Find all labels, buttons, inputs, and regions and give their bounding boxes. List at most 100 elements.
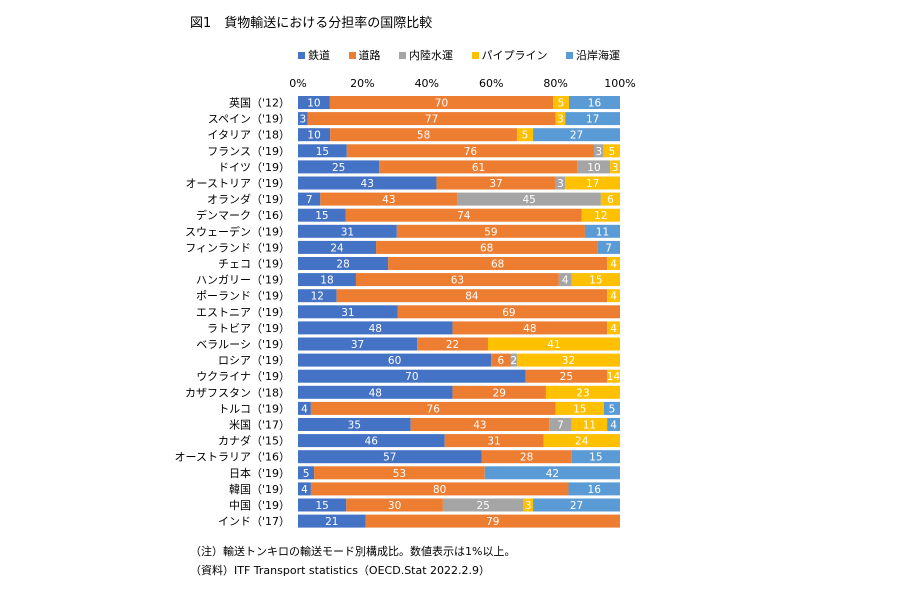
bar-segment: [298, 96, 330, 109]
data-label: 61: [472, 162, 485, 174]
x-tick-label: 80%: [543, 77, 567, 90]
data-label: 10: [307, 98, 320, 110]
legend: 鉄道 道路 内陸水運 パイプライン 沿岸海運: [298, 47, 620, 63]
bar-segment: [516, 353, 620, 367]
bar-segment: [568, 96, 620, 109]
bar-segment: [298, 385, 453, 399]
category-label: デンマーク（'16）: [196, 208, 290, 222]
data-label: 12: [311, 291, 324, 303]
bar-segment: [417, 337, 488, 351]
bar-segment: [523, 498, 534, 512]
data-label: 21: [325, 516, 338, 528]
bar-segment: [336, 289, 608, 303]
bar-segment: [452, 385, 546, 399]
data-label: 7: [306, 194, 313, 206]
bar-segment: [298, 112, 308, 126]
legend-label: 沿岸海運: [576, 49, 620, 62]
bar-segment: [310, 482, 569, 496]
data-label: 3: [557, 114, 564, 126]
data-label: 15: [315, 210, 328, 222]
bar-segment: [516, 128, 534, 142]
legend-label: 内陸水運: [409, 49, 453, 62]
data-label: 3: [557, 178, 564, 190]
bar-segment: [298, 192, 321, 206]
data-label: 25: [560, 371, 573, 383]
data-label: 3: [525, 500, 532, 512]
bar-segment: [396, 224, 585, 238]
data-label: 27: [570, 130, 583, 142]
legend-swatch: [566, 51, 573, 59]
data-label: 41: [547, 339, 560, 351]
data-label: 68: [491, 259, 504, 271]
data-label: 76: [427, 403, 441, 415]
data-label: 4: [610, 259, 617, 271]
data-label: 31: [341, 307, 354, 319]
bar-segment: [298, 208, 346, 222]
bar-segment: [565, 176, 620, 190]
bar-segment: [298, 337, 418, 351]
category-label: 英国（'12）: [229, 96, 290, 110]
bar-segment: [298, 401, 311, 415]
category-label: フィンランド（'19）: [185, 241, 290, 254]
data-label: 43: [361, 178, 374, 190]
data-label: 15: [589, 275, 602, 287]
x-tick-label: 0%: [289, 77, 306, 90]
data-label: 3: [299, 114, 306, 126]
data-label: 16: [588, 484, 602, 496]
data-label: 23: [576, 387, 589, 399]
bar-segment: [607, 321, 620, 335]
data-label: 18: [320, 275, 333, 287]
data-label: 15: [315, 500, 328, 512]
legend-item: 道路: [348, 47, 381, 63]
bar-segment: [577, 160, 611, 174]
data-label: 4: [610, 291, 617, 303]
bar-segment: [444, 434, 544, 448]
data-label: 58: [417, 130, 430, 142]
data-label: 4: [301, 403, 308, 415]
x-tick-label: 20%: [350, 77, 374, 90]
category-label: ポーランド（'19）: [196, 290, 290, 303]
bar-segment: [410, 418, 550, 431]
bar-segment: [298, 321, 453, 335]
bar-segment: [298, 289, 337, 303]
bar-segment: [606, 369, 620, 383]
data-label: 24: [330, 242, 344, 254]
bar-segment: [345, 208, 582, 222]
x-tick-label: 100%: [604, 77, 635, 90]
bar-segment: [355, 273, 559, 287]
bar-segment: [600, 192, 620, 206]
data-label: 12: [594, 210, 607, 222]
bar-segment: [298, 482, 311, 496]
bar-segment: [320, 192, 458, 206]
bar-segment: [553, 96, 569, 109]
bar-segment: [597, 240, 620, 254]
data-label: 11: [596, 226, 609, 238]
bar-segment: [442, 498, 524, 512]
bar-segment: [298, 305, 398, 319]
data-label: 37: [351, 339, 364, 351]
category-label: ドイツ（'19）: [218, 161, 290, 174]
x-tick-label: 60%: [479, 77, 503, 90]
data-label: 4: [610, 323, 617, 335]
data-label: 14: [607, 371, 621, 383]
data-label: 4: [562, 275, 569, 287]
bar-segment: [565, 112, 620, 126]
data-label: 28: [336, 259, 349, 271]
data-label: 43: [473, 420, 486, 432]
data-label: 84: [465, 291, 479, 303]
note-line: （注）輸送トンキロの輸送モード別構成比。数値表示は1%以上。: [190, 545, 516, 558]
category-label: カナダ（'15）: [218, 434, 290, 448]
bar-segment: [298, 434, 445, 448]
data-label: 70: [405, 371, 418, 383]
data-label: 7: [557, 420, 564, 432]
legend-swatch: [348, 51, 356, 59]
data-label: 46: [365, 436, 379, 448]
bar-segment: [555, 112, 566, 126]
data-label: 27: [570, 500, 583, 512]
bar-segment: [571, 418, 608, 431]
data-label: 32: [562, 355, 575, 367]
category-label: カザフスタン（'18）: [185, 386, 290, 399]
bar-segment: [388, 257, 608, 270]
category-label: ウクライナ（'19）: [196, 370, 290, 383]
